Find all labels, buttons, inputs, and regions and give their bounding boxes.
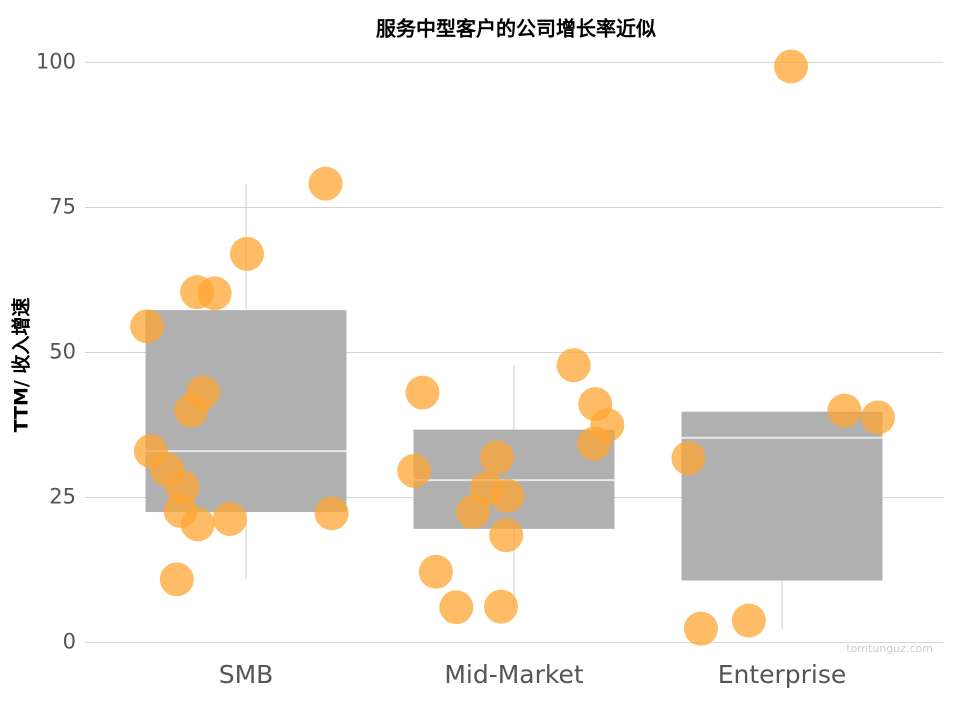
- data-point: [578, 387, 613, 422]
- y-tick-label: 100: [36, 49, 76, 73]
- x-tick-label: Enterprise: [718, 660, 847, 689]
- data-point: [229, 236, 264, 271]
- data-point: [456, 495, 491, 530]
- y-axis-label: TTM/ 收入增速: [10, 298, 33, 433]
- data-point: [439, 590, 474, 625]
- data-point: [174, 393, 209, 428]
- data-point: [159, 562, 194, 597]
- data-point: [484, 589, 519, 624]
- x-tick-label: SMB: [219, 660, 274, 689]
- y-tick-label: 0: [63, 630, 76, 654]
- data-point: [130, 309, 165, 344]
- data-point: [197, 276, 232, 311]
- y-tick-label: 25: [49, 485, 76, 509]
- y-tick-label: 50: [49, 340, 76, 364]
- data-point: [774, 49, 809, 84]
- y-tick-label: 75: [49, 194, 76, 218]
- data-point: [556, 348, 591, 383]
- data-point: [314, 496, 349, 531]
- data-point: [418, 554, 453, 589]
- data-point: [577, 426, 612, 461]
- watermark: tomtunguz.com: [846, 642, 933, 655]
- data-point: [212, 502, 247, 537]
- data-point: [490, 478, 525, 513]
- data-point: [308, 166, 343, 201]
- data-point: [683, 611, 718, 646]
- chart-title: 服务中型客户的公司增长率近似: [376, 17, 656, 41]
- data-point: [671, 441, 706, 476]
- data-point: [405, 375, 440, 410]
- data-point: [827, 393, 862, 428]
- data-point: [731, 603, 766, 638]
- data-point: [479, 440, 514, 475]
- data-point: [133, 434, 168, 469]
- data-point: [860, 400, 895, 435]
- data-point: [397, 453, 432, 488]
- x-tick-label: Mid-Market: [444, 660, 584, 689]
- data-point: [489, 518, 524, 553]
- box: [681, 411, 883, 581]
